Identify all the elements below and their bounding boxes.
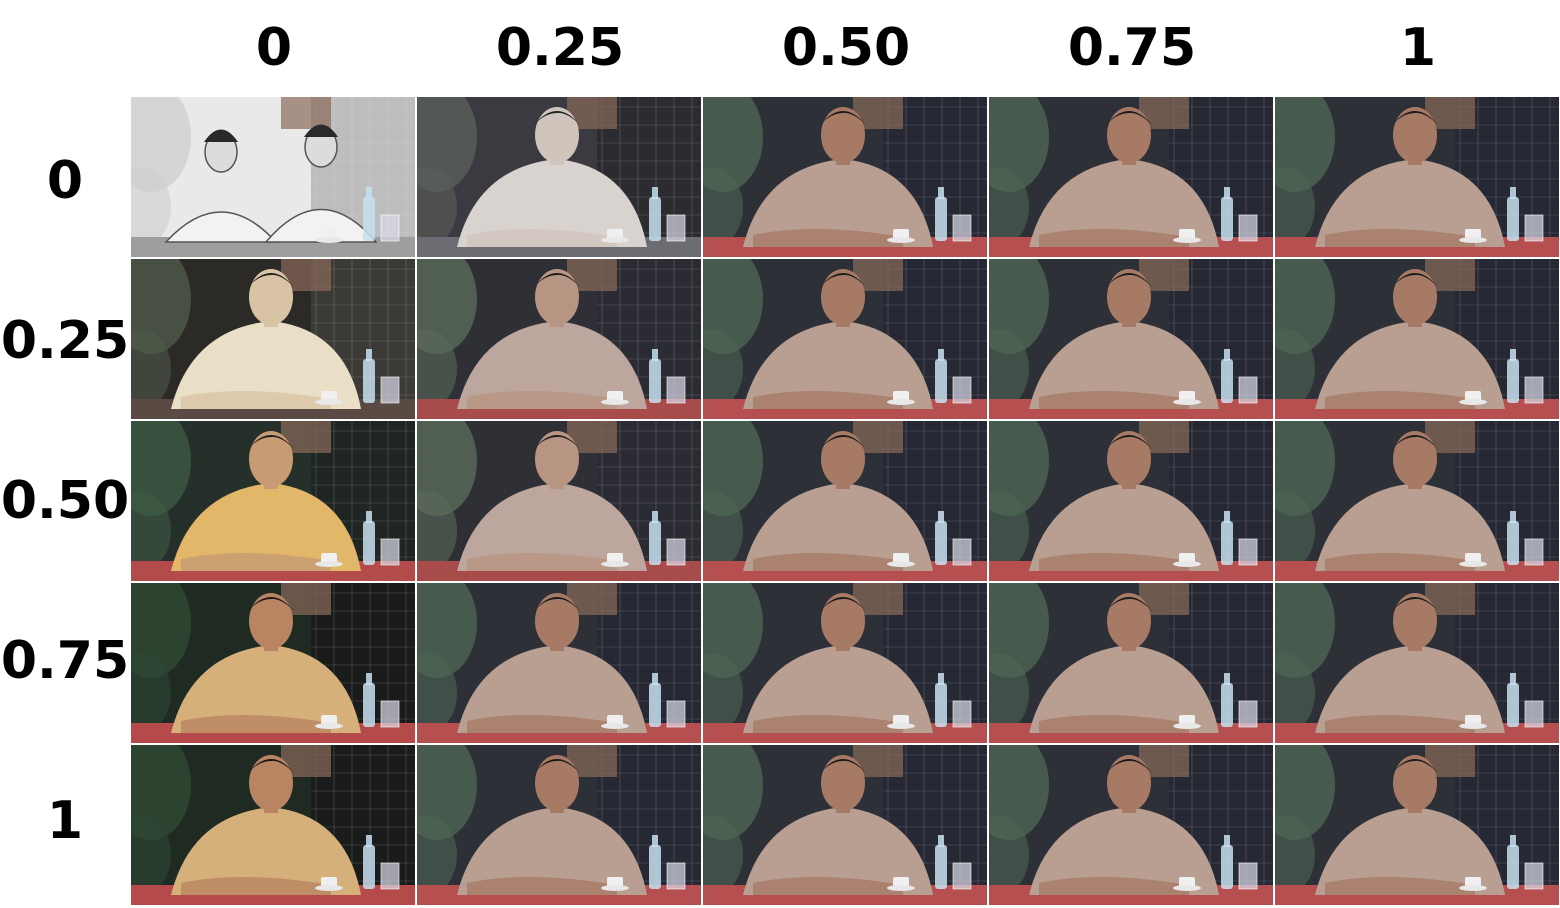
grid-image-r0-c2 bbox=[703, 97, 987, 257]
grid-image-r0-c1 bbox=[417, 97, 701, 257]
column-label: 0.25 bbox=[495, 18, 625, 78]
grid-image-r3-c4 bbox=[1275, 583, 1559, 743]
grid-image-r3-c2 bbox=[703, 583, 987, 743]
grid-image-r1-c4 bbox=[1275, 259, 1559, 419]
grid-image-r1-c2 bbox=[703, 259, 987, 419]
grid-image-r4-c3 bbox=[989, 745, 1273, 905]
grid-image-r3-c3 bbox=[989, 583, 1273, 743]
grid-image-r2-c0 bbox=[131, 421, 415, 581]
image-grid bbox=[131, 97, 1560, 908]
grid-image-r4-c4 bbox=[1275, 745, 1559, 905]
column-label: 0.75 bbox=[1067, 18, 1197, 78]
grid-image-r0-c4 bbox=[1275, 97, 1559, 257]
grid-image-r4-c2 bbox=[703, 745, 987, 905]
grid-image-r0-c3 bbox=[989, 97, 1273, 257]
row-label: 1 bbox=[46, 791, 84, 851]
grid-image-r2-c2 bbox=[703, 421, 987, 581]
column-label: 0.50 bbox=[781, 18, 911, 78]
column-label: 0 bbox=[255, 18, 293, 78]
grid-image-r2-c3 bbox=[989, 421, 1273, 581]
row-label: 0 bbox=[46, 151, 84, 211]
row-label: 0.75 bbox=[0, 631, 130, 691]
grid-image-r3-c1 bbox=[417, 583, 701, 743]
grid-image-r2-c1 bbox=[417, 421, 701, 581]
row-label: 0.25 bbox=[0, 311, 130, 371]
grid-image-r1-c0 bbox=[131, 259, 415, 419]
grid-image-r1-c1 bbox=[417, 259, 701, 419]
row-label: 0.50 bbox=[0, 471, 130, 531]
grid-image-r4-c0 bbox=[131, 745, 415, 905]
grid-image-r0-c0 bbox=[131, 97, 415, 257]
grid-image-r4-c1 bbox=[417, 745, 701, 905]
grid-image-r2-c4 bbox=[1275, 421, 1559, 581]
grid-image-r3-c0 bbox=[131, 583, 415, 743]
grid-image-r1-c3 bbox=[989, 259, 1273, 419]
column-label: 1 bbox=[1399, 18, 1437, 78]
